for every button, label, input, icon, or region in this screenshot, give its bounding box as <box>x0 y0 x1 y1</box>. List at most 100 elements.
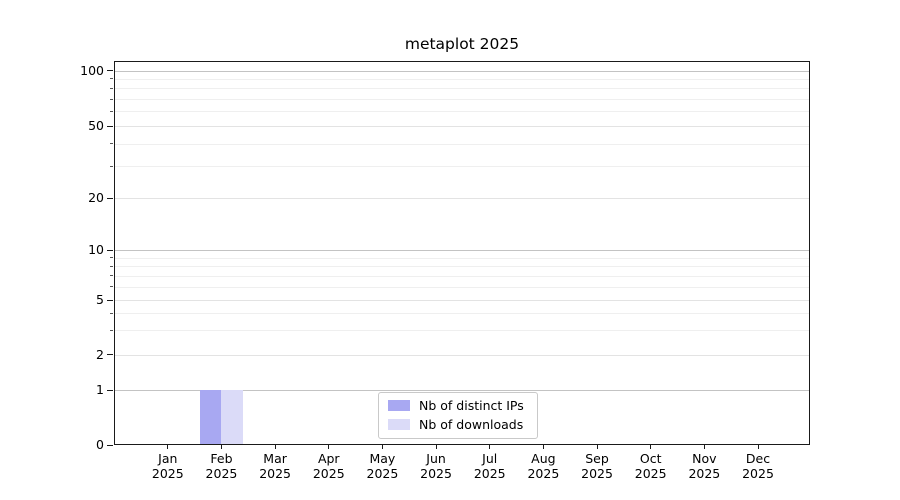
x-tick-label-year: 2025 <box>420 466 452 481</box>
y-tick <box>107 70 113 71</box>
x-tick-label: May 2025 <box>350 451 414 481</box>
x-tick-label-month: Jan <box>158 451 178 466</box>
gridline-labeled-minor <box>115 354 809 356</box>
bar-downloads <box>221 390 243 444</box>
y-tick <box>107 389 113 391</box>
x-tick-label-year: 2025 <box>473 466 506 481</box>
gridline-labeled-minor <box>115 198 809 199</box>
y-minor-tick <box>110 257 113 259</box>
y-tick <box>107 125 113 127</box>
x-tick-label: Oct 2025 <box>619 451 683 481</box>
gridline-minor <box>115 330 809 332</box>
x-tick <box>757 445 759 449</box>
x-tick <box>542 445 544 449</box>
x-tick-label-year: 2025 <box>312 466 345 481</box>
gridline-minor <box>115 257 809 259</box>
legend-label: Nb of distinct IPs <box>419 398 524 413</box>
gridline-minor <box>115 88 809 90</box>
x-tick-label-month: Jul <box>482 451 498 466</box>
x-tick-label-month: Feb <box>210 451 233 466</box>
y-minor-tick <box>110 286 113 288</box>
x-tick-label-month: Nov <box>692 451 717 466</box>
x-tick <box>220 445 222 449</box>
y-tick-label: 20 <box>88 190 104 205</box>
gridline-major <box>115 70 809 72</box>
x-tick-label-month: Apr <box>317 451 340 466</box>
x-tick-label: Apr 2025 <box>297 451 361 481</box>
chart-title: metaplot 2025 <box>404 35 520 53</box>
x-tick-label: Jul 2025 <box>458 451 522 481</box>
y-tick-label: 0 <box>96 437 104 452</box>
x-tick-label: Nov 2025 <box>672 451 736 481</box>
x-tick-label-year: 2025 <box>634 466 667 481</box>
x-tick <box>381 445 383 449</box>
x-tick-label: Mar 2025 <box>243 451 307 481</box>
x-tick-label: Aug 2025 <box>511 451 575 481</box>
y-tick <box>107 249 113 251</box>
legend-swatch <box>388 419 410 430</box>
y-tick-label: 2 <box>96 346 104 362</box>
y-tick <box>107 299 113 301</box>
x-tick-label-month: Aug <box>531 451 556 466</box>
y-minor-tick <box>110 329 113 331</box>
x-tick-label-year: 2025 <box>151 466 184 481</box>
y-tick-label: 5 <box>96 292 104 307</box>
x-tick-label-month: May <box>369 451 396 466</box>
y-minor-tick <box>110 110 113 112</box>
y-tick <box>107 354 113 355</box>
plot-area <box>114 61 810 445</box>
x-tick-label-year: 2025 <box>742 466 774 481</box>
x-tick <box>328 445 330 449</box>
y-minor-tick <box>110 98 113 100</box>
y-tick <box>107 444 113 446</box>
gridline-labeled-minor <box>115 300 809 301</box>
gridline-minor <box>115 313 809 315</box>
y-tick-label: 100 <box>80 62 104 78</box>
gridline-labeled-minor <box>115 126 809 127</box>
x-tick <box>703 445 705 449</box>
gridline-minor <box>115 166 809 168</box>
x-tick <box>435 445 437 449</box>
gridline-minor <box>115 78 809 80</box>
y-minor-tick <box>110 275 113 277</box>
y-minor-tick <box>110 312 113 314</box>
x-tick-label-month: Jun <box>426 451 446 466</box>
x-tick-label-month: Dec <box>745 451 771 466</box>
x-tick-label: Jun 2025 <box>404 451 468 481</box>
x-tick <box>274 445 276 449</box>
x-tick <box>650 445 652 449</box>
x-tick-label: Sep 2025 <box>565 451 629 481</box>
x-tick <box>167 445 169 449</box>
x-tick-label-year: 2025 <box>205 466 238 481</box>
y-tick-label: 50 <box>88 118 104 133</box>
x-tick-label: Feb 2025 <box>189 451 253 481</box>
bar-distinct-ips <box>199 390 222 444</box>
x-tick-label: Jan 2025 <box>136 451 200 481</box>
x-tick-label-year: 2025 <box>366 466 399 481</box>
gridline-minor <box>115 266 809 268</box>
x-tick-label-year: 2025 <box>259 466 291 481</box>
gridline-minor <box>115 143 809 145</box>
gridline-major <box>115 390 809 391</box>
legend-box: Nb of distinct IPs Nb of downloads <box>378 392 538 439</box>
gridline-major <box>115 250 809 251</box>
legend-label: Nb of downloads <box>419 417 524 432</box>
legend-swatch <box>388 400 410 411</box>
x-tick-label-year: 2025 <box>688 466 721 481</box>
x-tick <box>596 445 598 449</box>
legend-item: Nb of distinct IPs <box>388 398 528 413</box>
y-minor-tick <box>110 87 113 89</box>
y-tick <box>107 197 113 199</box>
y-minor-tick <box>110 143 113 145</box>
gridline-minor <box>115 275 809 277</box>
y-minor-tick <box>110 265 113 267</box>
x-tick-label-month: Sep <box>585 451 609 466</box>
x-tick-label: Dec 2025 <box>726 451 790 481</box>
legend-item: Nb of downloads <box>388 417 528 432</box>
gridline-minor <box>115 99 809 101</box>
x-tick-label-year: 2025 <box>527 466 560 481</box>
y-minor-tick <box>110 165 113 167</box>
x-tick <box>489 445 491 449</box>
gridline-minor <box>115 286 809 288</box>
